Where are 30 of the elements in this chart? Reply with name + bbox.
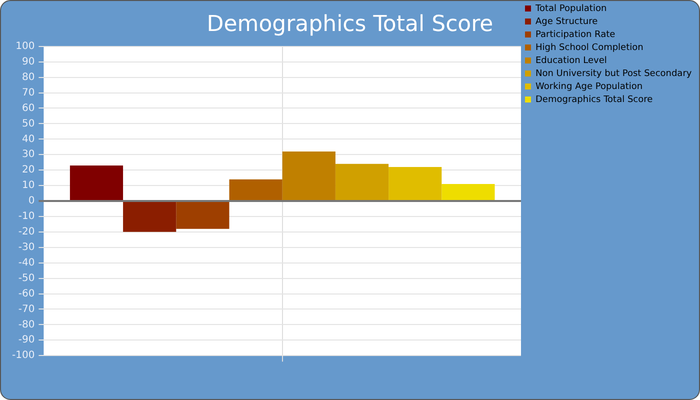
y-tick-label: 60 — [22, 102, 35, 114]
y-tick-label: -100 — [12, 350, 35, 362]
y-tick-label: -70 — [18, 304, 35, 315]
legend-label: Participation Rate — [536, 30, 616, 40]
y-tick-label: -50 — [18, 272, 35, 284]
y-tick-label: 70 — [22, 87, 35, 98]
y-tick-label: 80 — [22, 72, 35, 83]
y-tick-label: -10 — [18, 211, 35, 222]
y-tick-label: 20 — [22, 164, 35, 176]
y-tick-label: -60 — [18, 288, 35, 300]
y-tick-label: 40 — [22, 134, 35, 145]
chart-title: Demographics Total Score — [206, 12, 494, 37]
y-tick-label: 50 — [22, 118, 35, 130]
y-tick-label: -40 — [18, 257, 35, 268]
y-tick-label: -20 — [18, 226, 35, 238]
legend-label: Working Age Population — [536, 82, 643, 92]
y-tick-label: 100 — [16, 40, 35, 52]
y-tick-label: -90 — [18, 334, 35, 346]
y-tick-label: -30 — [18, 242, 35, 253]
y-tick-label: -80 — [18, 319, 35, 330]
legend-label: Age Structure — [536, 16, 598, 27]
legend-label: Demographics Total Score — [536, 94, 654, 105]
y-tick-label: 10 — [22, 180, 35, 192]
legend-label: Non University but Post Secondary — [536, 68, 692, 79]
y-tick-label: 90 — [22, 56, 35, 68]
legend-label: Total Population — [534, 4, 607, 14]
legend-label: Education Level — [536, 56, 607, 66]
y-tick-label: 0 — [28, 196, 35, 207]
legend-label: High School Completion — [536, 42, 644, 53]
y-tick-label: 30 — [22, 149, 35, 160]
